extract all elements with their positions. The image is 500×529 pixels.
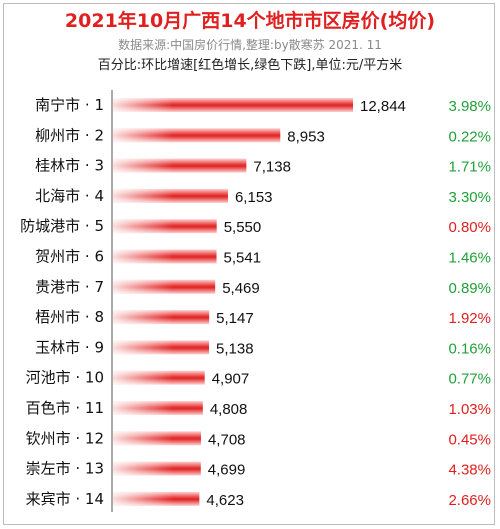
change-label: 0.89% bbox=[448, 280, 491, 297]
value-label: 5,541 bbox=[224, 250, 262, 267]
value-label: 4,699 bbox=[208, 462, 246, 479]
bar-highlight bbox=[113, 461, 173, 476]
change-label: 1.92% bbox=[448, 310, 491, 327]
chart-source: 数据来源:中国房价行情,整理:by散寒苏 2021. 11 bbox=[118, 38, 382, 52]
value-label: 5,138 bbox=[216, 340, 254, 357]
category-label: 来宾市 · 14 bbox=[26, 490, 104, 508]
value-label: 4,808 bbox=[210, 401, 248, 418]
bar-highlight bbox=[113, 431, 173, 446]
change-label: 1.46% bbox=[448, 250, 491, 267]
category-label: 河池市 · 10 bbox=[26, 369, 104, 387]
category-label: 崇左市 · 13 bbox=[26, 460, 104, 478]
value-label: 12,844 bbox=[360, 98, 406, 115]
category-label: 南宁市 · 1 bbox=[35, 96, 104, 114]
category-label: 贺州市 · 6 bbox=[35, 248, 104, 266]
bar-highlight bbox=[113, 128, 173, 143]
bar-highlight bbox=[113, 401, 173, 415]
change-label: 3.30% bbox=[448, 189, 491, 206]
category-label: 柳州市 · 2 bbox=[35, 126, 104, 144]
value-label: 5,147 bbox=[216, 310, 254, 327]
bar-highlight bbox=[113, 158, 173, 173]
category-label: 北海市 · 4 bbox=[35, 187, 104, 205]
bar-highlight bbox=[113, 219, 173, 234]
bar-highlight bbox=[113, 279, 173, 294]
bar-highlight bbox=[113, 249, 173, 264]
change-label: 0.45% bbox=[448, 431, 491, 448]
value-label: 4,907 bbox=[212, 371, 250, 388]
category-label: 防城港市 · 5 bbox=[20, 217, 104, 235]
bar-highlight bbox=[113, 310, 173, 325]
category-label: 梧州市 · 8 bbox=[35, 308, 104, 326]
change-label: 0.80% bbox=[448, 219, 491, 236]
value-label: 7,138 bbox=[253, 159, 291, 176]
chart-note: 百分比:环比增速[红色增长,绿色下跌],单位:元/平方米 bbox=[97, 58, 403, 73]
chart-frame bbox=[3, 3, 495, 525]
change-label: 1.03% bbox=[448, 401, 491, 418]
category-label: 钦州市 · 12 bbox=[26, 429, 104, 447]
value-label: 8,953 bbox=[287, 128, 325, 145]
bar-highlight bbox=[113, 370, 173, 385]
change-label: 1.71% bbox=[448, 159, 491, 176]
category-label: 玉林市 · 9 bbox=[35, 338, 104, 356]
change-label: 4.38% bbox=[448, 462, 491, 479]
category-label: 百色市 · 11 bbox=[26, 399, 104, 417]
category-label: 桂林市 · 3 bbox=[35, 157, 104, 175]
bar-highlight bbox=[113, 98, 173, 112]
bar-highlight bbox=[113, 340, 173, 355]
change-label: 0.77% bbox=[448, 371, 491, 388]
change-label: 2.66% bbox=[448, 492, 491, 509]
value-label: 5,469 bbox=[222, 280, 260, 297]
change-label: 0.22% bbox=[448, 128, 491, 145]
value-label: 4,623 bbox=[206, 492, 244, 509]
category-label: 贵港市 · 7 bbox=[35, 278, 104, 296]
value-label: 6,153 bbox=[235, 189, 273, 206]
chart-title: 2021年10月广西14个地市市区房价(均价) bbox=[64, 10, 436, 32]
bar-highlight bbox=[113, 188, 173, 203]
change-label: 0.16% bbox=[448, 340, 491, 357]
value-label: 4,708 bbox=[208, 431, 246, 448]
bar-highlight bbox=[113, 491, 173, 506]
value-label: 5,550 bbox=[224, 219, 262, 236]
change-label: 3.98% bbox=[448, 98, 491, 115]
